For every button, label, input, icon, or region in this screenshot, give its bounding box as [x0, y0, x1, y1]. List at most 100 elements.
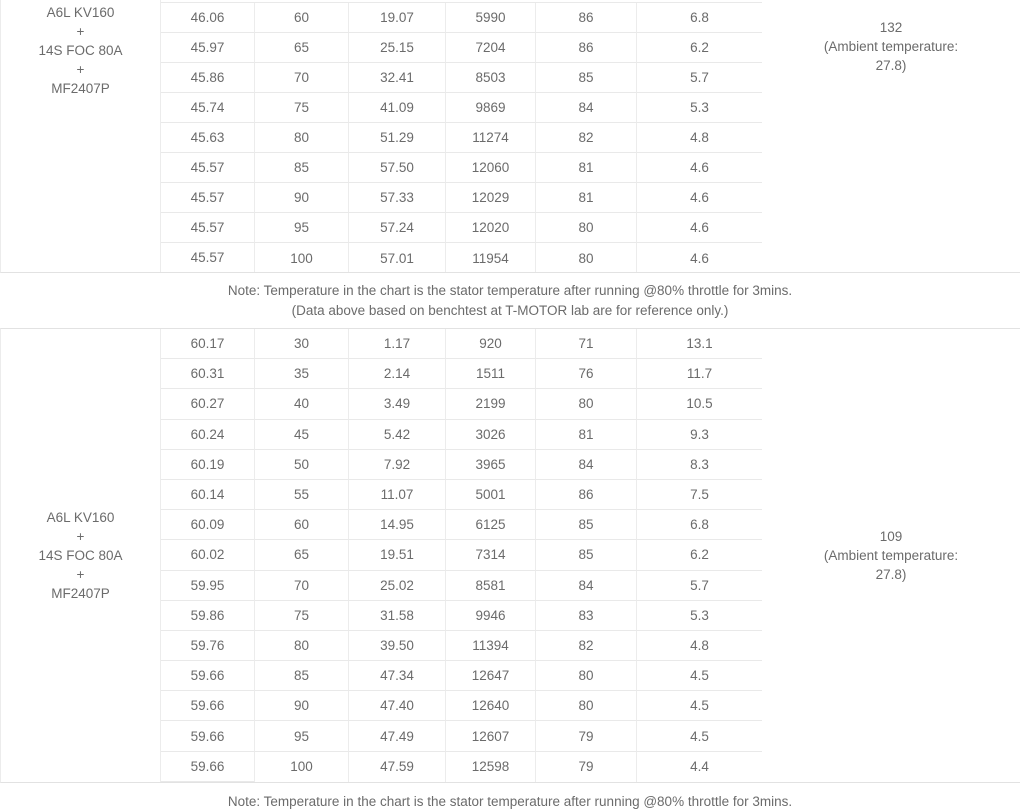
cell-col1: 59.86 [161, 601, 254, 631]
cell-col5: 85 [535, 63, 636, 93]
note-row-2: Note: Temperature in the chart is the st… [0, 783, 1020, 812]
cell-col6: 4.6 [636, 243, 762, 272]
cell-col1: 59.76 [161, 631, 254, 662]
plus-separator: + [76, 529, 85, 544]
cell-col4: 3965 [445, 449, 535, 480]
cell-col4: 11394 [445, 630, 535, 662]
cell-col4: 12060 [445, 153, 535, 183]
ambient-temperature-value: 27.8) [875, 58, 907, 73]
cell-col4: 7204 [445, 33, 535, 63]
cell-col3: 57.01 [348, 243, 445, 272]
cell-col3: 7.92 [348, 449, 445, 480]
cell-col4: 12640 [445, 691, 535, 722]
cell-col1: 45.97 [161, 33, 254, 63]
cell-col6: 4.8 [636, 630, 762, 662]
temperature-value: 109 [879, 529, 903, 544]
cell-col2: 90 [254, 183, 348, 213]
cell-col2: 100 [254, 243, 348, 272]
cell-col5: 81 [535, 153, 636, 183]
cell-col4: 1511 [445, 359, 535, 390]
cell-col4: 7314 [445, 540, 535, 571]
note-line-1: Note: Temperature in the chart is the st… [227, 794, 793, 809]
spec-table-section-1: A6L KV160 + 14S FOC 80A + MF2407P 46.06 … [0, 0, 1020, 273]
cell-col3: 11.07 [348, 479, 445, 511]
cell-col2: 65 [254, 540, 348, 571]
plus-separator: + [76, 567, 85, 582]
cell-col1: 45.57 [161, 183, 254, 213]
cell-col5: 85 [535, 510, 636, 541]
plus-separator: + [76, 24, 85, 39]
cell-col2: 75 [254, 93, 348, 123]
cell-col6: 6.2 [636, 540, 762, 571]
cell-col1: 45.57 [161, 243, 254, 272]
cell-col4: 5001 [445, 479, 535, 511]
cell-col2: 40 [254, 389, 348, 420]
cell-col6: 6.2 [636, 33, 762, 63]
cell-col4: 3026 [445, 419, 535, 450]
cell-col6: 7.5 [636, 479, 762, 511]
cell-col2: 70 [254, 570, 348, 601]
cell-col5: 71 [535, 329, 636, 360]
data-grid-1: 46.06 60 19.07 5990 86 6.8 45.97 65 25.1… [161, 2, 762, 272]
cell-col1: 60.09 [161, 510, 254, 541]
cell-col1: 45.63 [161, 123, 254, 153]
cell-col6: 6.8 [636, 3, 762, 33]
cell-col3: 32.41 [348, 63, 445, 93]
cell-col1: 59.95 [161, 571, 254, 601]
cell-col2: 60 [254, 3, 348, 33]
cell-col1: 60.14 [161, 480, 254, 511]
cell-col3: 5.42 [348, 419, 445, 450]
cell-col1: 59.66 [161, 721, 254, 752]
cell-col4: 9869 [445, 93, 535, 123]
cell-col6: 4.8 [636, 123, 762, 153]
cell-col3: 41.09 [348, 93, 445, 123]
spec-table-section-2: A6L KV160 + 14S FOC 80A + MF2407P 60.17 … [0, 328, 1020, 783]
cell-col3: 19.07 [348, 3, 445, 33]
cell-col1: 60.17 [161, 329, 254, 360]
cell-col5: 85 [535, 540, 636, 571]
cell-col4: 2199 [445, 389, 535, 420]
cell-col5: 86 [535, 479, 636, 511]
cell-col3: 19.51 [348, 540, 445, 571]
cell-col4: 8503 [445, 63, 535, 93]
cell-col2: 30 [254, 329, 348, 360]
motor-item-line: MF2407P [51, 586, 110, 601]
cell-col4: 12020 [445, 213, 535, 243]
cell-col2: 50 [254, 449, 348, 480]
cell-col2: 75 [254, 600, 348, 631]
cell-col2: 45 [254, 419, 348, 450]
cell-col6: 11.7 [636, 359, 762, 390]
cell-col3: 39.50 [348, 630, 445, 662]
cell-col4: 12598 [445, 751, 535, 782]
cell-col5: 80 [535, 389, 636, 420]
cell-col3: 57.50 [348, 153, 445, 183]
cell-col2: 85 [254, 661, 348, 692]
cell-col6: 8.3 [636, 449, 762, 480]
cell-col1: 59.66 [161, 691, 254, 722]
cell-col1: 60.02 [161, 540, 254, 571]
cell-col5: 86 [535, 3, 636, 33]
cell-col3: 57.24 [348, 213, 445, 243]
cell-col6: 4.6 [636, 153, 762, 183]
cell-col1: 60.24 [161, 420, 254, 450]
cell-col2: 90 [254, 691, 348, 722]
cell-col2: 100 [254, 751, 348, 782]
cell-col6: 5.7 [636, 63, 762, 93]
cell-col5: 82 [535, 123, 636, 153]
cell-col5: 84 [535, 93, 636, 123]
motor-item-cell: A6L KV160 + 14S FOC 80A + MF2407P [1, 0, 161, 272]
motor-item-line: A6L KV160 [46, 510, 115, 525]
cell-col5: 76 [535, 359, 636, 390]
cell-col5: 82 [535, 630, 636, 662]
cell-col3: 1.17 [348, 329, 445, 360]
cell-col3: 3.49 [348, 389, 445, 420]
cell-col2: 70 [254, 63, 348, 93]
cell-col6: 4.5 [636, 691, 762, 722]
cell-col4: 5990 [445, 3, 535, 33]
cell-col5: 81 [535, 183, 636, 213]
cell-col3: 25.15 [348, 33, 445, 63]
cell-col4: 12029 [445, 183, 535, 213]
cell-col5: 79 [535, 721, 636, 752]
cell-col2: 35 [254, 359, 348, 390]
